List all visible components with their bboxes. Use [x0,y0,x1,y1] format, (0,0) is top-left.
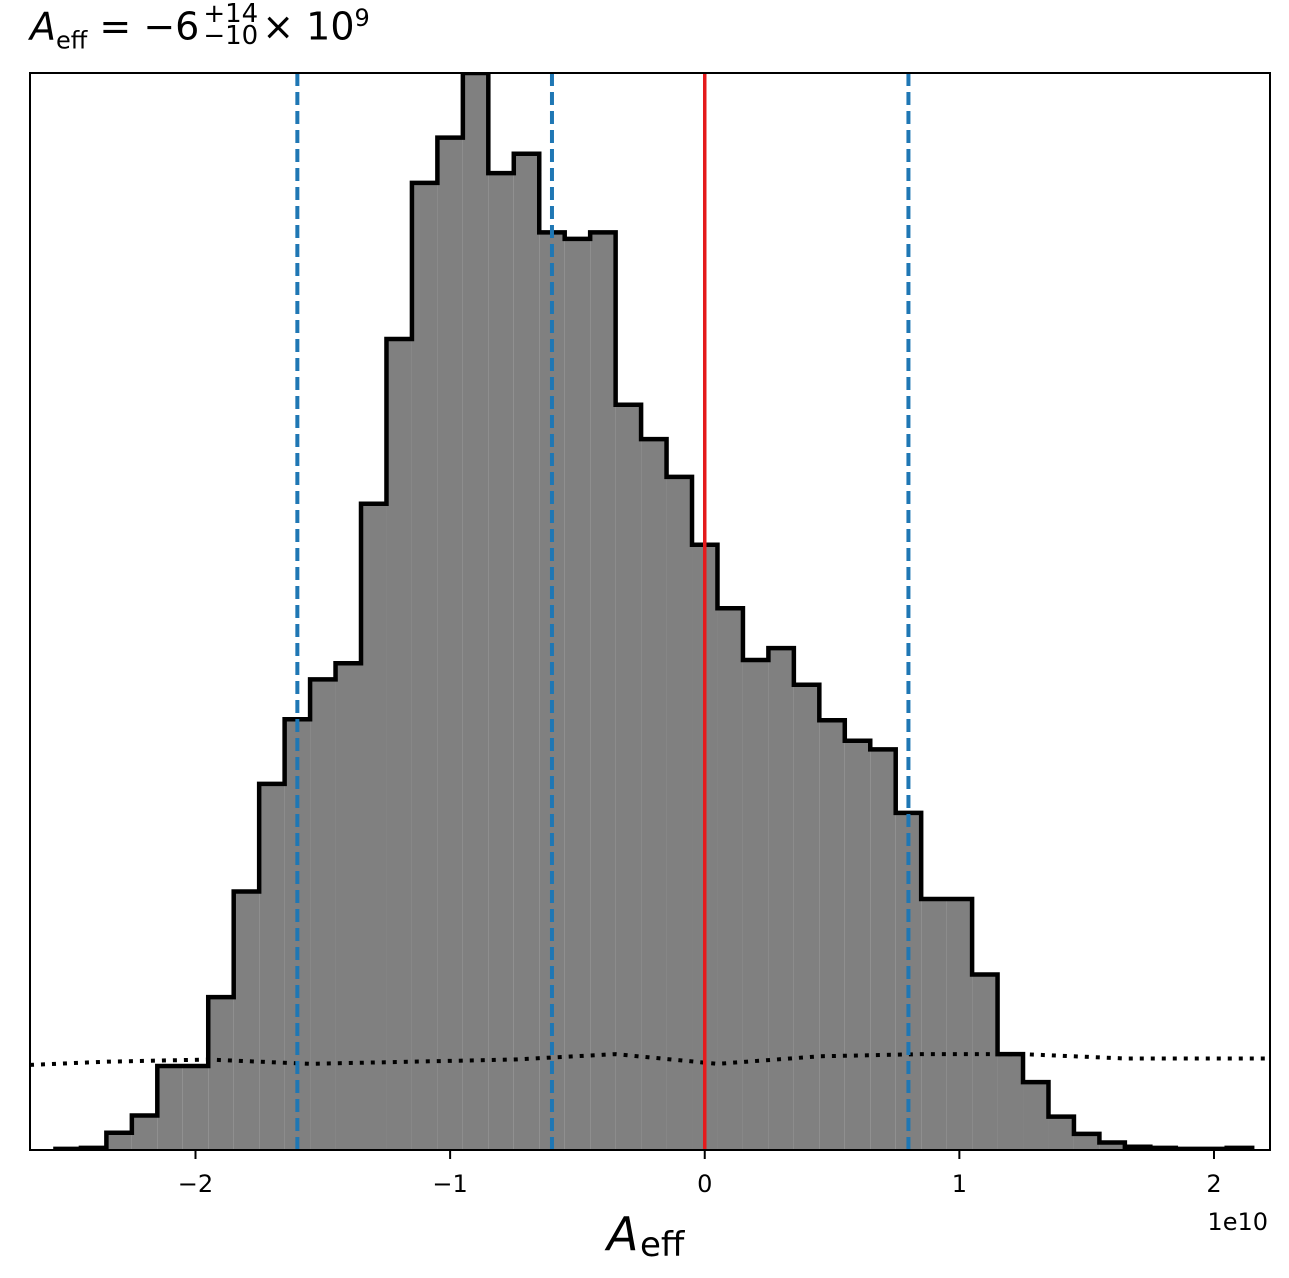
histogram-bar [742,659,769,1150]
plot-content [30,73,1270,1150]
histogram-bar [1099,1142,1125,1150]
histogram-bar [615,404,642,1150]
histogram-bar [513,153,540,1150]
histogram-bar [1048,1116,1074,1150]
histogram-bar [946,899,973,1150]
histogram-bar [844,740,871,1150]
histogram-bar [437,137,463,1150]
histogram-bar [411,182,438,1150]
x-axis-offset-label: 1e10 [1207,1208,1268,1236]
title-symbol: A [30,4,56,49]
histogram-bar [870,749,896,1150]
histogram-bar [106,1132,132,1150]
histogram-bar [233,891,260,1150]
histogram-bar [1023,1082,1049,1150]
histogram-bar [131,1115,158,1150]
histogram-bar [997,1054,1024,1150]
histogram-bar [641,439,667,1150]
chart-title: Aeff = −6 +14 −10 × 109 [30,0,370,55]
plot-frame [29,72,1271,1151]
histogram-bar [590,232,616,1150]
x-axis-label-symbol: A [604,1207,638,1261]
x-axis: −2 −1 0 1 2 [178,1150,1222,1198]
histogram-bar [259,783,285,1150]
histogram-outline [53,73,1255,1150]
x-tick-label: −1 [432,1170,467,1198]
histogram-bar [666,476,693,1150]
histogram-bar [972,974,998,1150]
histogram-bar [921,899,947,1150]
histogram-bar [335,663,362,1150]
histogram-bar [768,648,794,1150]
histogram-bar [386,339,412,1150]
histogram-bar [1073,1133,1100,1150]
x-axis-label-subscript: eff [640,1225,686,1265]
histogram-bar [717,608,743,1150]
histogram-bar [361,503,387,1150]
title-exponent: 9 [354,4,370,32]
title-equals: = −6 [99,4,200,49]
histogram-bar [310,679,336,1150]
histogram-bar [819,720,845,1150]
x-tick-label: 0 [697,1170,712,1198]
plot-area [29,72,1271,1151]
histogram-bar [182,1065,209,1150]
title-uncertainty: +14 −10 [203,0,259,52]
prior-dotted-line [30,1052,1270,1067]
histogram-bar [564,238,591,1150]
histogram-bar [895,812,922,1150]
histogram-bar [208,997,234,1150]
histogram-bar [488,173,514,1150]
title-times: × 10 [262,4,355,49]
histogram-bar [462,73,489,1150]
title-upper-error: +14 [203,0,259,30]
x-axis-label: A eff [604,1207,686,1265]
title-lower-error: −10 [203,21,259,52]
x-tick-label: −2 [178,1170,213,1198]
histogram-bar [793,684,820,1150]
x-tick-label: 2 [1206,1170,1221,1198]
title-subscript: eff [56,26,88,55]
histogram-bar [157,1065,183,1150]
x-tick-label: 1 [952,1170,967,1198]
